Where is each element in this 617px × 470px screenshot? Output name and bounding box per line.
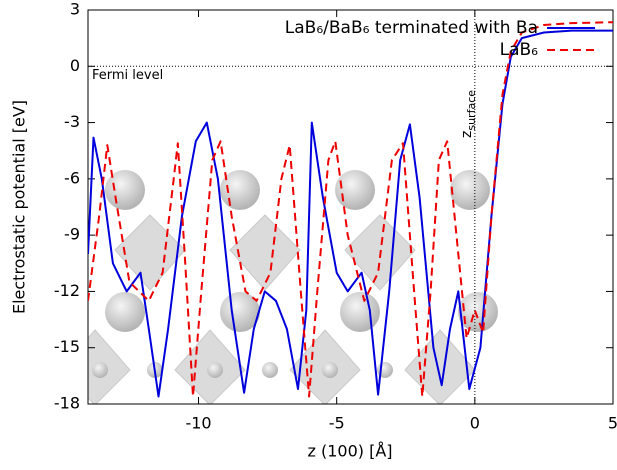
surface-label-sub: surface [465,90,478,131]
surface-label: zsurface [459,90,478,138]
y-tick-label: -18 [54,394,80,413]
series-line [88,21,613,398]
y-tick-label: -9 [64,225,80,244]
y-tick-label: 0 [70,56,80,75]
y-tick-label: -3 [64,112,80,131]
y-axis-label: Electrostatic potential [eV] [10,100,29,314]
plot-area [88,21,613,398]
x-axis-label: z (100) [Å] [307,442,392,461]
plot-frame [87,9,614,405]
surface-label-main: z [459,131,475,138]
y-tick-label: -6 [64,168,80,187]
y-tick-label: -12 [54,281,80,300]
y-tick-label: -15 [54,337,80,356]
legend-label: LaB₆/BaB₆ terminated with Ba [285,18,538,38]
y-tick-label: 3 [70,0,80,19]
x-tick-label: -10 [185,414,211,433]
x-tick-label: 5 [608,414,617,433]
fermi-level-label: Fermi level [92,68,163,83]
x-tick-label: 0 [470,414,480,433]
series-line [88,29,613,398]
x-tick-label: -5 [329,414,345,433]
legend-label: LaB₆ [500,40,539,60]
